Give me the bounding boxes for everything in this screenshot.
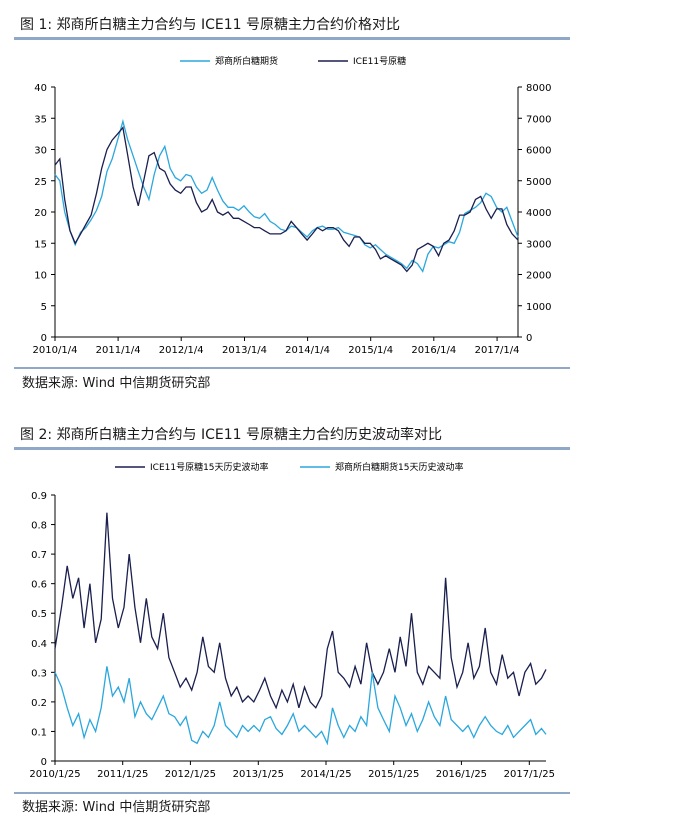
x-tick-label: 2015/1/4 [348, 345, 393, 356]
y-tick-label: 0.8 [31, 521, 47, 532]
x-tick-label: 2012/1/25 [165, 769, 216, 780]
y-tick-label: 0.7 [31, 550, 47, 561]
figure-2-title: 图 2: 郑商所白糖主力合约与 ICE11 号原糖主力合约历史波动率对比 [20, 427, 442, 443]
y-right-tick-label: 3000 [526, 239, 551, 250]
figure-2-chart: 0 0.1 0.2 0.3 0.4 0.5 0.6 0.7 0.8 0.9 2010/1/25 201… [29, 461, 555, 780]
y-left-tick-label: 40 [34, 83, 47, 94]
legend-label-1: ICE11号原糖15天历史波动率 [150, 461, 269, 473]
y-right-tick-label: 6000 [526, 146, 551, 157]
x-tick-label: 2016/1/4 [411, 345, 456, 356]
y-left-tick-label: 15 [34, 239, 47, 250]
y-tick-label: 0.4 [31, 639, 47, 650]
figure-1-title: 图 1: 郑商所白糖主力合约与 ICE11 号原糖主力合约价格对比 [20, 17, 400, 33]
figure-2-source: 数据来源: Wind 中信期货研究部 [22, 800, 211, 815]
figure-1-chart: 0 5 10 15 20 25 30 35 40 0 1000 2000 3000 4000 5000 600… [33, 55, 552, 356]
x-tick-label: 2010/1/4 [33, 345, 78, 356]
y-tick-label: 0.5 [31, 609, 47, 620]
y-right-tick-label: 0 [526, 333, 532, 344]
x-tick-label: 2017/1/25 [504, 769, 555, 780]
figure-1-bottom-rule [14, 367, 570, 369]
x-tick-label: 2013/1/4 [222, 345, 267, 356]
x-tick-label: 2014/1/4 [285, 345, 330, 356]
y-left-tick-label: 20 [34, 208, 47, 219]
series-line-1 [54, 118, 519, 273]
y-right-tick-label: 2000 [526, 271, 551, 282]
legend-label-2: ICE11号原糖 [353, 55, 406, 67]
x-tick-label: 2011/1/25 [97, 769, 148, 780]
y-left-tick-label: 30 [34, 146, 47, 157]
x-tick-label: 2015/1/25 [368, 769, 419, 780]
series-line-2 [54, 126, 519, 273]
x-tick-label: 2017/1/4 [475, 345, 520, 356]
y-tick-label: 0.6 [31, 580, 47, 591]
x-tick-label: 2016/1/25 [436, 769, 487, 780]
y-right-tick-label: 5000 [526, 177, 551, 188]
y-left-tick-label: 5 [41, 302, 47, 313]
series-line-1 [54, 512, 547, 710]
x-tick-label: 2014/1/25 [300, 769, 351, 780]
y-tick-label: 0.2 [31, 698, 47, 709]
figure-2-bottom-rule [14, 792, 570, 794]
x-tick-label: 2013/1/25 [233, 769, 284, 780]
figure-2-top-rule [14, 447, 570, 450]
figure-1-top-rule [14, 37, 570, 40]
y-tick-label: 0.3 [31, 668, 47, 679]
y-left-tick-label: 25 [34, 177, 47, 188]
y-tick-label: 0 [41, 757, 47, 768]
y-right-tick-label: 8000 [526, 83, 551, 94]
y-right-tick-label: 7000 [526, 114, 551, 125]
y-right-tick-label: 1000 [526, 302, 551, 313]
legend-label-1: 郑商所白糖期货 [215, 55, 278, 67]
y-right-tick-label: 4000 [526, 208, 551, 219]
x-tick-label: 2011/1/4 [96, 345, 141, 356]
legend-label-2: 郑商所白糖期货15天历史波动率 [335, 461, 463, 473]
y-tick-label: 0.1 [31, 727, 47, 738]
y-left-tick-label: 0 [41, 333, 47, 344]
y-left-tick-label: 35 [34, 114, 47, 125]
x-tick-label: 2012/1/4 [159, 345, 204, 356]
y-left-tick-label: 10 [34, 271, 47, 282]
series-line-2 [54, 666, 547, 746]
figure-1-source: 数据来源: Wind 中信期货研究部 [22, 376, 211, 391]
y-tick-label: 0.9 [31, 491, 47, 502]
x-tick-label: 2010/1/25 [29, 769, 80, 780]
